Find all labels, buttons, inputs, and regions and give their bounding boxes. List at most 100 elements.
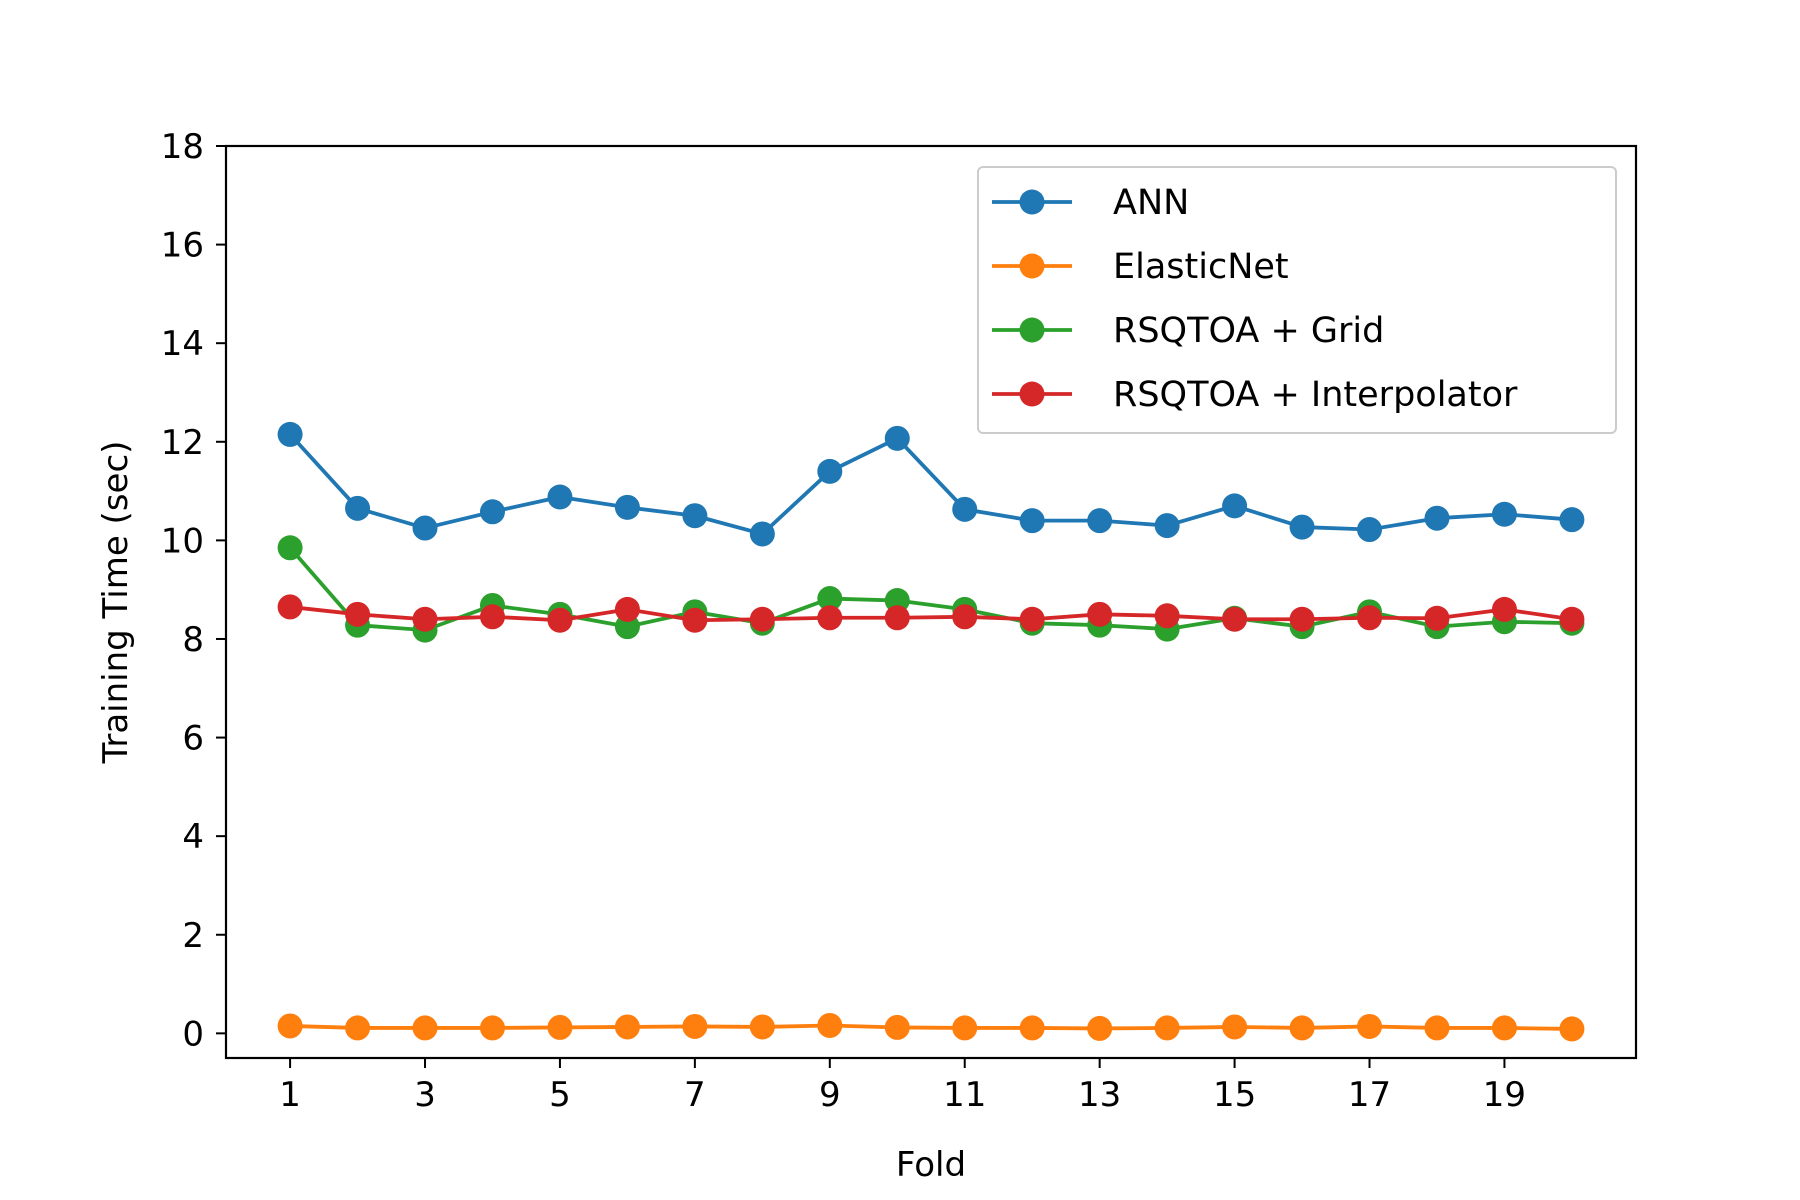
data-point-elasticnet xyxy=(547,1014,573,1040)
data-point-elasticnet xyxy=(1424,1015,1450,1041)
legend-item-rsqtoa-interpolator: RSQTOA + Interpolator xyxy=(992,375,1518,415)
data-point-ann xyxy=(277,421,303,447)
data-point-elasticnet xyxy=(1491,1015,1517,1041)
data-point-rsqtoa-interpolator xyxy=(952,604,978,630)
legend-box xyxy=(977,166,1617,434)
data-point-rsqtoa-interpolator xyxy=(479,604,505,630)
data-point-elasticnet xyxy=(749,1014,775,1040)
data-point-rsqtoa-interpolator xyxy=(277,594,303,620)
data-point-ann xyxy=(1491,501,1517,527)
data-point-rsqtoa-interpolator xyxy=(547,607,573,633)
data-point-rsqtoa-grid xyxy=(817,586,843,612)
data-point-elasticnet xyxy=(884,1014,910,1040)
plot-area-frame xyxy=(224,144,1638,1060)
data-point-rsqtoa-interpolator xyxy=(1559,606,1585,632)
x-tick-label: 11 xyxy=(943,1075,986,1115)
data-point-rsqtoa-interpolator xyxy=(412,606,438,632)
data-point-ann xyxy=(1289,514,1315,540)
y-tick-label: 0 xyxy=(182,1014,204,1054)
y-tick-label: 8 xyxy=(182,620,204,660)
x-tick-label: 5 xyxy=(549,1075,571,1115)
data-point-elasticnet xyxy=(1154,1015,1180,1041)
data-point-ann xyxy=(749,521,775,547)
legend-item-elasticnet: ElasticNet xyxy=(992,247,1289,287)
legend-item-rsqtoa-grid: RSQTOA + Grid xyxy=(992,311,1384,351)
x-tick-label: 19 xyxy=(1483,1075,1526,1115)
y-tick-label: 18 xyxy=(161,127,204,167)
data-point-elasticnet xyxy=(1559,1016,1585,1042)
y-axis: 0 2 4 6 8 10 12 14 16 18 xyxy=(161,127,226,1054)
data-point-elasticnet xyxy=(1289,1015,1315,1041)
data-point-ann xyxy=(682,503,708,529)
data-point-rsqtoa-interpolator xyxy=(1289,606,1315,632)
data-point-rsqtoa-interpolator xyxy=(1491,596,1517,622)
y-tick-label: 6 xyxy=(182,719,204,759)
data-point-elasticnet xyxy=(952,1015,978,1041)
data-point-ann xyxy=(1424,505,1450,531)
legend-label: RSQTOA + Interpolator xyxy=(1113,375,1518,415)
legend-item-ann: ANN xyxy=(992,183,1189,223)
series-rsqtoa-interpolator xyxy=(277,594,1585,633)
legend-swatch-marker xyxy=(1019,189,1045,215)
x-tick-label: 7 xyxy=(684,1075,706,1115)
data-point-ann xyxy=(345,495,371,521)
y-tick-label: 4 xyxy=(182,817,204,857)
legend-label: RSQTOA + Grid xyxy=(1113,311,1384,351)
data-point-rsqtoa-interpolator xyxy=(884,605,910,631)
data-point-elasticnet xyxy=(1087,1015,1113,1041)
data-point-rsqtoa-interpolator xyxy=(614,596,640,622)
data-point-rsqtoa-interpolator xyxy=(1154,603,1180,629)
data-point-rsqtoa-grid xyxy=(614,614,640,640)
data-point-elasticnet xyxy=(479,1015,505,1041)
data-point-ann xyxy=(1154,513,1180,539)
data-point-ann xyxy=(1087,508,1113,534)
data-point-rsqtoa-interpolator xyxy=(1019,606,1045,632)
data-point-ann xyxy=(952,496,978,522)
data-point-rsqtoa-interpolator xyxy=(749,606,775,632)
data-point-ann xyxy=(1559,507,1585,533)
x-axis-label: Fold xyxy=(896,1145,966,1185)
series-ann xyxy=(277,421,1585,547)
data-point-rsqtoa-interpolator xyxy=(1424,605,1450,631)
data-point-elasticnet xyxy=(614,1014,640,1040)
data-point-rsqtoa-interpolator xyxy=(1357,605,1383,631)
x-tick-label: 15 xyxy=(1213,1075,1256,1115)
data-point-elasticnet xyxy=(1019,1015,1045,1041)
legend-swatch-marker xyxy=(1019,253,1045,279)
data-point-ann xyxy=(614,494,640,520)
series-layer xyxy=(277,421,1585,1042)
y-tick-label: 10 xyxy=(161,521,204,561)
data-point-elasticnet xyxy=(817,1012,843,1038)
y-tick-label: 12 xyxy=(161,423,204,463)
data-point-elasticnet xyxy=(1357,1013,1383,1039)
data-point-ann xyxy=(1019,508,1045,534)
data-point-rsqtoa-interpolator xyxy=(1087,601,1113,627)
data-point-elasticnet xyxy=(412,1015,438,1041)
data-point-rsqtoa-interpolator xyxy=(682,607,708,633)
data-point-ann xyxy=(479,499,505,525)
x-tick-label: 13 xyxy=(1078,1075,1121,1115)
data-point-elasticnet xyxy=(345,1015,371,1041)
legend: ANN ElasticNet RSQTOA + Grid RSQTOA + Inter… xyxy=(977,166,1617,434)
data-point-rsqtoa-grid xyxy=(277,535,303,561)
data-point-elasticnet xyxy=(682,1013,708,1039)
data-point-ann xyxy=(1222,493,1248,519)
data-point-ann xyxy=(547,484,573,510)
data-point-elasticnet xyxy=(1222,1014,1248,1040)
y-axis-label: Training Time (sec) xyxy=(96,441,136,765)
legend-label: ANN xyxy=(1113,183,1189,223)
x-tick-label: 1 xyxy=(279,1075,301,1115)
legend-swatch-marker xyxy=(1019,317,1045,343)
y-tick-label: 14 xyxy=(161,324,204,364)
data-point-rsqtoa-grid xyxy=(884,588,910,614)
legend-label: ElasticNet xyxy=(1113,247,1289,287)
data-point-ann xyxy=(1357,517,1383,543)
data-point-rsqtoa-interpolator xyxy=(817,605,843,631)
data-point-rsqtoa-interpolator xyxy=(345,601,371,627)
x-tick-label: 9 xyxy=(819,1075,841,1115)
legend-swatch-marker xyxy=(1019,381,1045,407)
data-point-elasticnet xyxy=(277,1013,303,1039)
series-elasticnet xyxy=(277,1012,1585,1042)
x-tick-label: 3 xyxy=(414,1075,436,1115)
